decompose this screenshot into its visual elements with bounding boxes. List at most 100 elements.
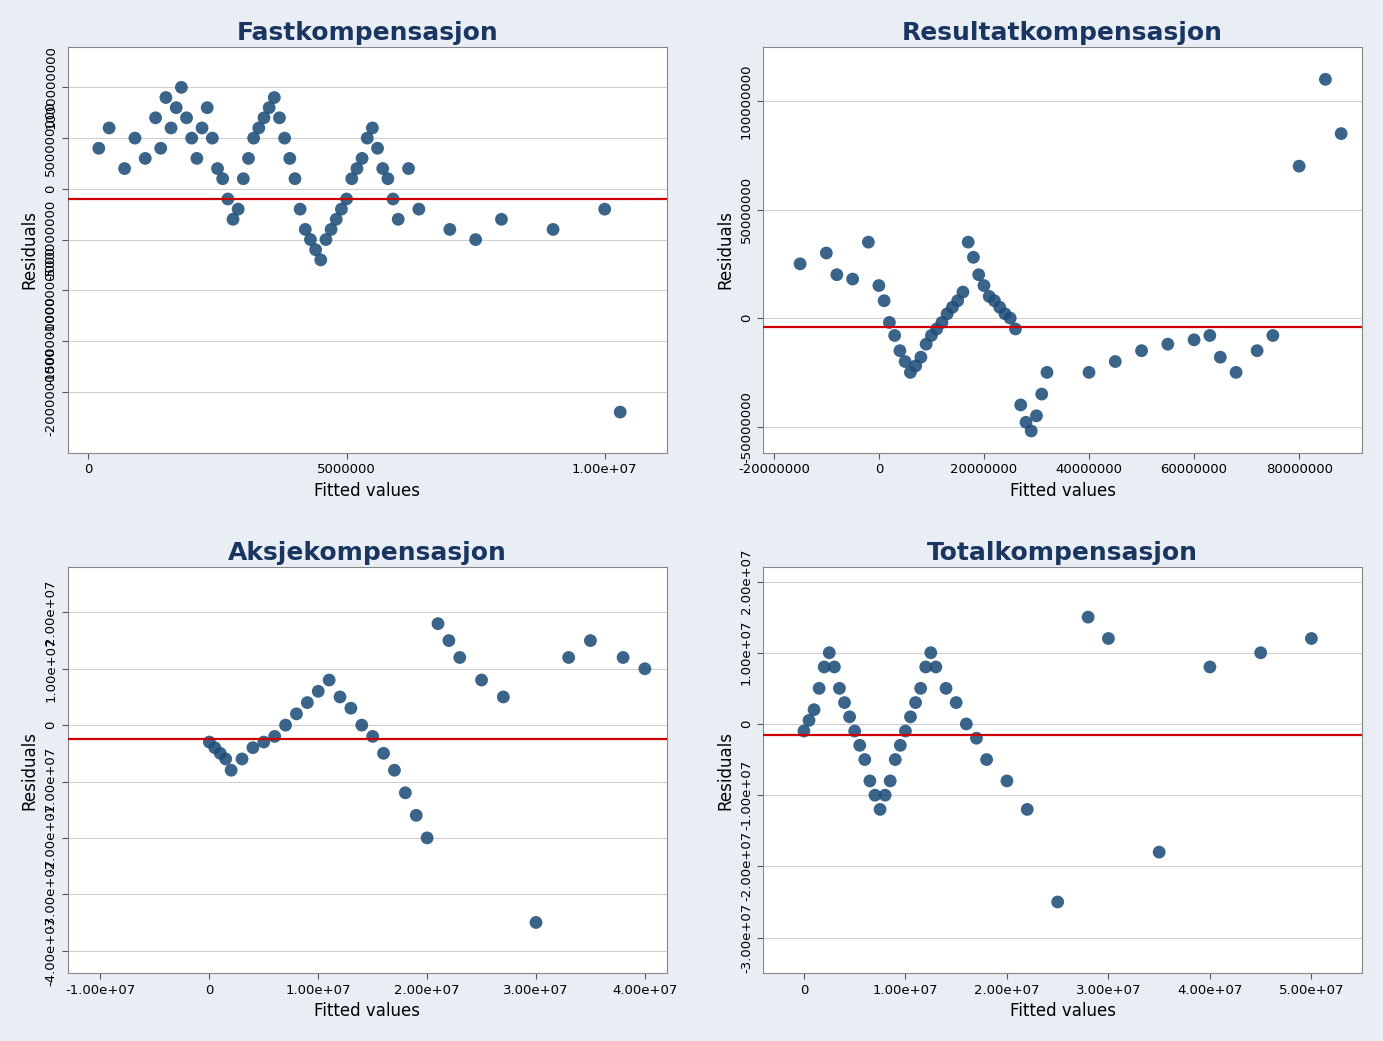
Point [238, 150, 260, 167]
Point [994, 305, 1017, 322]
Point [448, 650, 470, 666]
Point [526, 914, 548, 931]
Point [910, 680, 932, 696]
Point [214, 751, 236, 767]
Point [963, 249, 985, 265]
Point [372, 745, 394, 762]
Point [613, 650, 635, 666]
Point [340, 700, 362, 716]
Point [329, 688, 351, 705]
Point [1330, 125, 1353, 142]
Point [491, 211, 513, 228]
Point [307, 683, 329, 700]
Point [340, 171, 362, 187]
Point [968, 266, 990, 283]
Point [920, 327, 942, 344]
Point [849, 737, 871, 754]
Point [263, 90, 285, 106]
Point [542, 221, 564, 237]
Point [198, 734, 220, 751]
Title: Resultatkompensasjon: Resultatkompensasjon [902, 21, 1223, 45]
Point [916, 336, 938, 353]
Point [87, 139, 109, 156]
Point [1156, 336, 1178, 353]
Point [593, 201, 615, 218]
Point [492, 688, 514, 705]
Point [899, 364, 921, 381]
Point [325, 211, 347, 228]
Point [1148, 844, 1170, 861]
Point [181, 130, 203, 147]
Point [295, 221, 317, 237]
Point [946, 293, 968, 309]
Point [1288, 158, 1310, 175]
Point [310, 252, 332, 269]
Point [394, 785, 416, 802]
Point [336, 191, 358, 207]
Point [1015, 414, 1037, 431]
Point [165, 99, 187, 116]
Point [376, 171, 398, 187]
Point [289, 201, 311, 218]
Point [144, 109, 166, 126]
Point [315, 231, 337, 248]
Point [869, 802, 891, 818]
Point [957, 234, 979, 251]
Point [405, 807, 427, 823]
Point [185, 150, 207, 167]
Point [989, 299, 1011, 315]
Point [351, 717, 373, 734]
Point [983, 293, 1005, 309]
Point [470, 671, 492, 688]
Point [975, 752, 997, 768]
Point [798, 712, 820, 729]
Point [557, 650, 579, 666]
Point [904, 694, 927, 711]
Point [113, 160, 136, 177]
Y-axis label: Residuals: Residuals [716, 731, 734, 810]
Point [1017, 802, 1039, 818]
Point [227, 201, 249, 218]
Point [808, 680, 830, 696]
Point [296, 694, 318, 711]
Point [880, 772, 902, 789]
Point [387, 211, 409, 228]
Point [217, 191, 239, 207]
Point [1047, 893, 1069, 910]
Point [253, 109, 275, 126]
Point [828, 680, 851, 696]
Title: Fastkompensasjon: Fastkompensasjon [236, 21, 498, 45]
Point [372, 160, 394, 177]
Point [191, 120, 213, 136]
Point [874, 787, 896, 804]
Point [331, 201, 353, 218]
Point [889, 737, 911, 754]
Point [408, 201, 430, 218]
Point [1077, 609, 1099, 626]
Point [248, 120, 270, 136]
Point [1199, 327, 1221, 344]
Point [1225, 364, 1247, 381]
Point [910, 349, 932, 365]
Point [98, 120, 120, 136]
Point [268, 109, 290, 126]
Point [790, 255, 812, 272]
Point [351, 150, 373, 167]
Point [819, 644, 841, 661]
Point [884, 327, 906, 344]
Point [160, 120, 183, 136]
Point [884, 752, 906, 768]
Point [203, 739, 225, 756]
Point [925, 659, 947, 676]
Point [996, 772, 1018, 789]
Point [427, 615, 449, 632]
Point [899, 709, 921, 726]
Point [1036, 364, 1058, 381]
Point [1025, 407, 1047, 424]
Point [209, 745, 231, 762]
Point [1209, 349, 1231, 365]
Point [826, 266, 848, 283]
Title: Totalkompensasjon: Totalkompensasjon [927, 541, 1198, 565]
Point [925, 321, 947, 337]
Point [242, 739, 264, 756]
